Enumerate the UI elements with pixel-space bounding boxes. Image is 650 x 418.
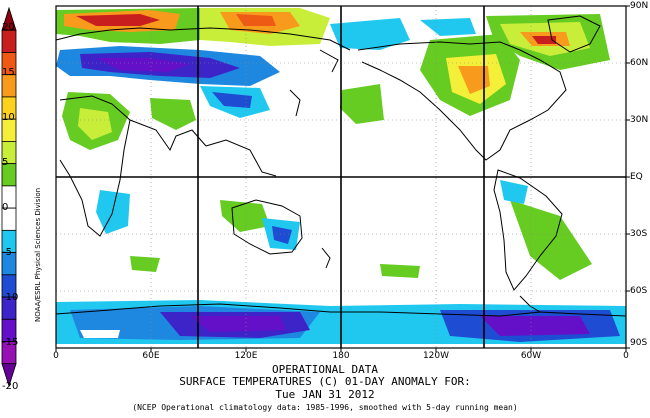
caption-line-3: Tue JAN 31 2012 [275, 388, 375, 401]
caption-line-1: OPERATIONAL DATA [272, 363, 378, 376]
lat-label-30s: 30S [630, 229, 648, 239]
lon-label-0-east: 0 [623, 351, 629, 361]
colorbar-label-neg15: -15 [2, 337, 19, 348]
colorbar-label-5: 5 [2, 157, 9, 168]
solid-grid [56, 6, 626, 348]
lat-label-30n: 30N [630, 115, 649, 125]
lat-label-60s: 60S [630, 286, 648, 296]
lat-label-90n: 90N [630, 1, 649, 11]
lat-label-90s: 90S [630, 338, 648, 348]
lon-label-60e: 60E [142, 351, 160, 361]
colorbar: 20 15 10 5 0 -5 -10 -15 -20 [0, 0, 52, 392]
lat-label-60n: 60N [630, 58, 649, 68]
lon-label-120e: 120E [234, 351, 258, 361]
coastlines [55, 15, 627, 317]
colorbar-swatches [1, 6, 17, 388]
colorbar-label-20: 20 [2, 22, 15, 33]
lat-label-eq: EQ [630, 172, 643, 182]
caption-line-2: SURFACE TEMPERATURES (C) 01-DAY ANOMALY … [179, 375, 471, 388]
colorbar-label-neg20: -20 [2, 381, 19, 392]
colorbar-swatch [1, 363, 17, 388]
axis-ticks [55, 5, 630, 352]
colorbar-label-10: 10 [2, 112, 15, 123]
lon-label-120w: 120W [422, 351, 450, 361]
lon-label-180: 180 [332, 351, 350, 361]
colorbar-label-neg5: -5 [2, 247, 12, 258]
caption-line-4: (NCEP Operational climatology data: 1985… [132, 403, 518, 412]
colorbar-label-15: 15 [2, 67, 15, 78]
lon-label-0: 0 [53, 351, 59, 361]
lon-label-60w: 60W [520, 351, 542, 361]
colorbar-label-neg10: -10 [2, 292, 19, 303]
colorbar-label-0: 0 [2, 202, 9, 213]
